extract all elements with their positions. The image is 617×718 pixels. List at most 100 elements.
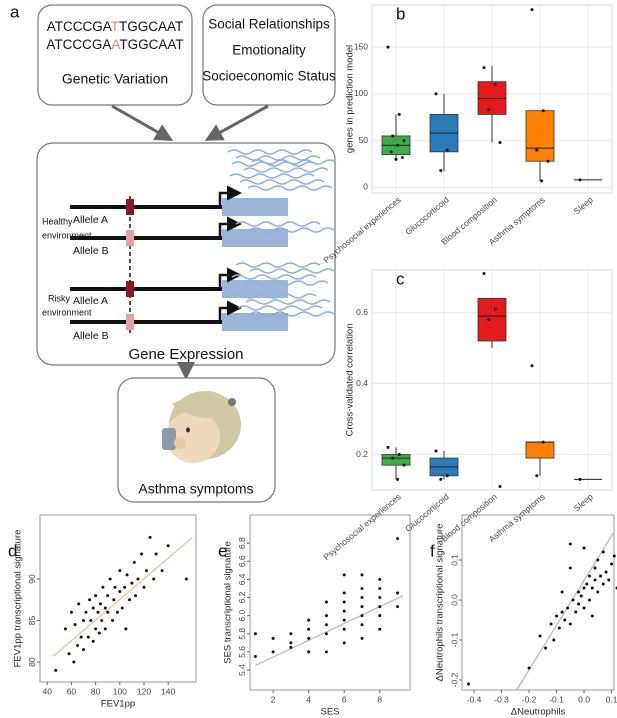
- point: [535, 474, 539, 478]
- eye: [186, 427, 190, 433]
- point: [94, 594, 98, 598]
- y-tick-label: 0.0: [449, 594, 459, 606]
- point: [397, 112, 401, 116]
- point: [125, 573, 129, 577]
- point: [593, 578, 597, 582]
- transcript: [249, 311, 335, 317]
- y-tick-label: 0.1: [449, 554, 459, 566]
- point: [324, 614, 328, 618]
- point: [342, 591, 346, 595]
- y-axis-label: SES transcriptional signature: [223, 541, 234, 664]
- point: [579, 594, 583, 598]
- transcript: [243, 167, 329, 173]
- point: [360, 596, 364, 600]
- point: [289, 641, 293, 645]
- point: [134, 594, 138, 598]
- point: [123, 585, 127, 589]
- point: [69, 610, 73, 614]
- child-icon: [162, 391, 241, 463]
- point: [530, 8, 534, 12]
- point: [72, 660, 76, 664]
- point: [588, 598, 592, 602]
- point: [549, 622, 553, 626]
- y-tick-label: 0.4: [356, 378, 368, 388]
- point: [582, 586, 586, 590]
- transcript: [249, 268, 335, 274]
- arrow: [111, 104, 174, 141]
- promoter-arrow: [218, 216, 242, 238]
- point: [103, 606, 107, 610]
- point: [253, 654, 257, 658]
- point: [360, 614, 364, 618]
- point: [378, 614, 382, 618]
- point: [144, 569, 148, 573]
- environment-label: environment: [42, 307, 92, 317]
- promoter-arrow: [218, 300, 242, 322]
- y-tick-label: 0: [363, 182, 368, 192]
- x-axis-label: SES: [320, 707, 339, 718]
- fit-line: [255, 595, 404, 667]
- point: [555, 614, 559, 618]
- y-tick-label: 80: [27, 657, 37, 667]
- sequence: ATCCCGATTGGCAAT: [47, 19, 184, 34]
- point: [434, 92, 438, 96]
- point: [342, 573, 346, 577]
- point: [566, 606, 570, 610]
- point: [360, 623, 364, 627]
- point: [396, 605, 400, 609]
- point: [130, 581, 134, 585]
- point: [590, 614, 594, 618]
- x-tick-label: 0.1: [606, 694, 617, 704]
- box: [477, 297, 507, 342]
- point: [360, 586, 364, 590]
- gene-body: [222, 229, 288, 247]
- point: [324, 650, 328, 654]
- point: [54, 668, 58, 672]
- panel-label: b: [396, 4, 405, 23]
- point: [84, 610, 88, 614]
- point: [527, 666, 531, 670]
- point: [184, 577, 188, 581]
- y-tick-label: 5.4: [237, 664, 247, 676]
- genetic-box: [37, 4, 193, 106]
- point: [378, 627, 382, 631]
- point: [493, 307, 497, 311]
- fit-line: [52, 536, 193, 657]
- allele-label: Allele A: [73, 214, 108, 226]
- x-tick-label: Sleep: [572, 491, 595, 513]
- point: [612, 554, 616, 558]
- point: [67, 652, 71, 656]
- environment-label: environment: [42, 230, 92, 240]
- point: [271, 650, 275, 654]
- point: [402, 463, 406, 467]
- x-tick-label: 6: [342, 694, 347, 704]
- point: [166, 544, 170, 548]
- point: [604, 570, 608, 574]
- allele-label: Allele A: [73, 295, 108, 307]
- point: [307, 636, 311, 640]
- point: [582, 606, 586, 610]
- y-tick-label: 6.8: [237, 537, 247, 549]
- allele-label: Allele B: [73, 330, 109, 342]
- arrow: [204, 104, 269, 141]
- point: [402, 139, 406, 143]
- point: [467, 682, 471, 686]
- transcript: [231, 274, 317, 280]
- transcript: [235, 155, 321, 161]
- sequence-part: TGGCAAT: [119, 19, 183, 34]
- point: [271, 636, 275, 640]
- point: [113, 585, 117, 589]
- y-axis-label: genes in prediction model: [345, 45, 356, 153]
- point: [307, 618, 311, 622]
- factor: Social Relationships: [208, 17, 330, 32]
- point: [434, 449, 438, 453]
- plot-area: [39, 514, 197, 683]
- point: [601, 550, 605, 554]
- point: [120, 606, 124, 610]
- transcript: [251, 159, 337, 165]
- transcript: [229, 173, 315, 179]
- x-tick-label: Sleep: [572, 194, 595, 216]
- x-tick-label: 100: [113, 686, 127, 696]
- gene-body: [222, 313, 288, 331]
- y-tick-label: 50: [359, 135, 369, 145]
